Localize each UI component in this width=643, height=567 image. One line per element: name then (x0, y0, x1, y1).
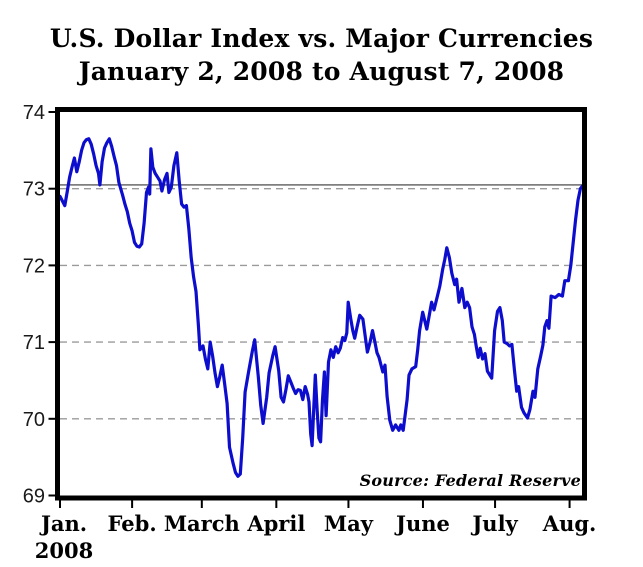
y-tick-label-72: 72 (23, 255, 45, 277)
dollar-index-line (58, 137, 586, 478)
x-tick-label-March: March (164, 511, 240, 536)
x-tick-label-Aug.: Aug. (542, 511, 597, 536)
y-tick-label-70: 70 (23, 409, 45, 431)
y-tick-label-71: 71 (23, 332, 45, 354)
y-tick-label-74: 74 (23, 102, 45, 124)
x-tick-label-June: June (394, 511, 450, 536)
x-tick-label-May: May (324, 511, 374, 536)
source-note: Source: Federal Reserve (359, 471, 581, 490)
chart-title-block: U.S. Dollar Index vs. Major Currencies J… (0, 22, 643, 88)
x-tick-label-April: April (246, 511, 305, 536)
plot-border (55, 107, 587, 501)
x-axis-year-label: 2008 (35, 538, 93, 563)
x-tick-label-Feb.: Feb. (108, 511, 157, 536)
chart-title: U.S. Dollar Index vs. Major Currencies (49, 24, 594, 53)
x-tick-label-July: July (470, 511, 518, 536)
chart-subtitle: January 2, 2008 to August 7, 2008 (78, 57, 565, 86)
y-tick-label-73: 73 (23, 179, 45, 201)
x-tick-label-Jan.: Jan. (39, 511, 87, 536)
y-tick-label-69: 69 (23, 486, 45, 508)
